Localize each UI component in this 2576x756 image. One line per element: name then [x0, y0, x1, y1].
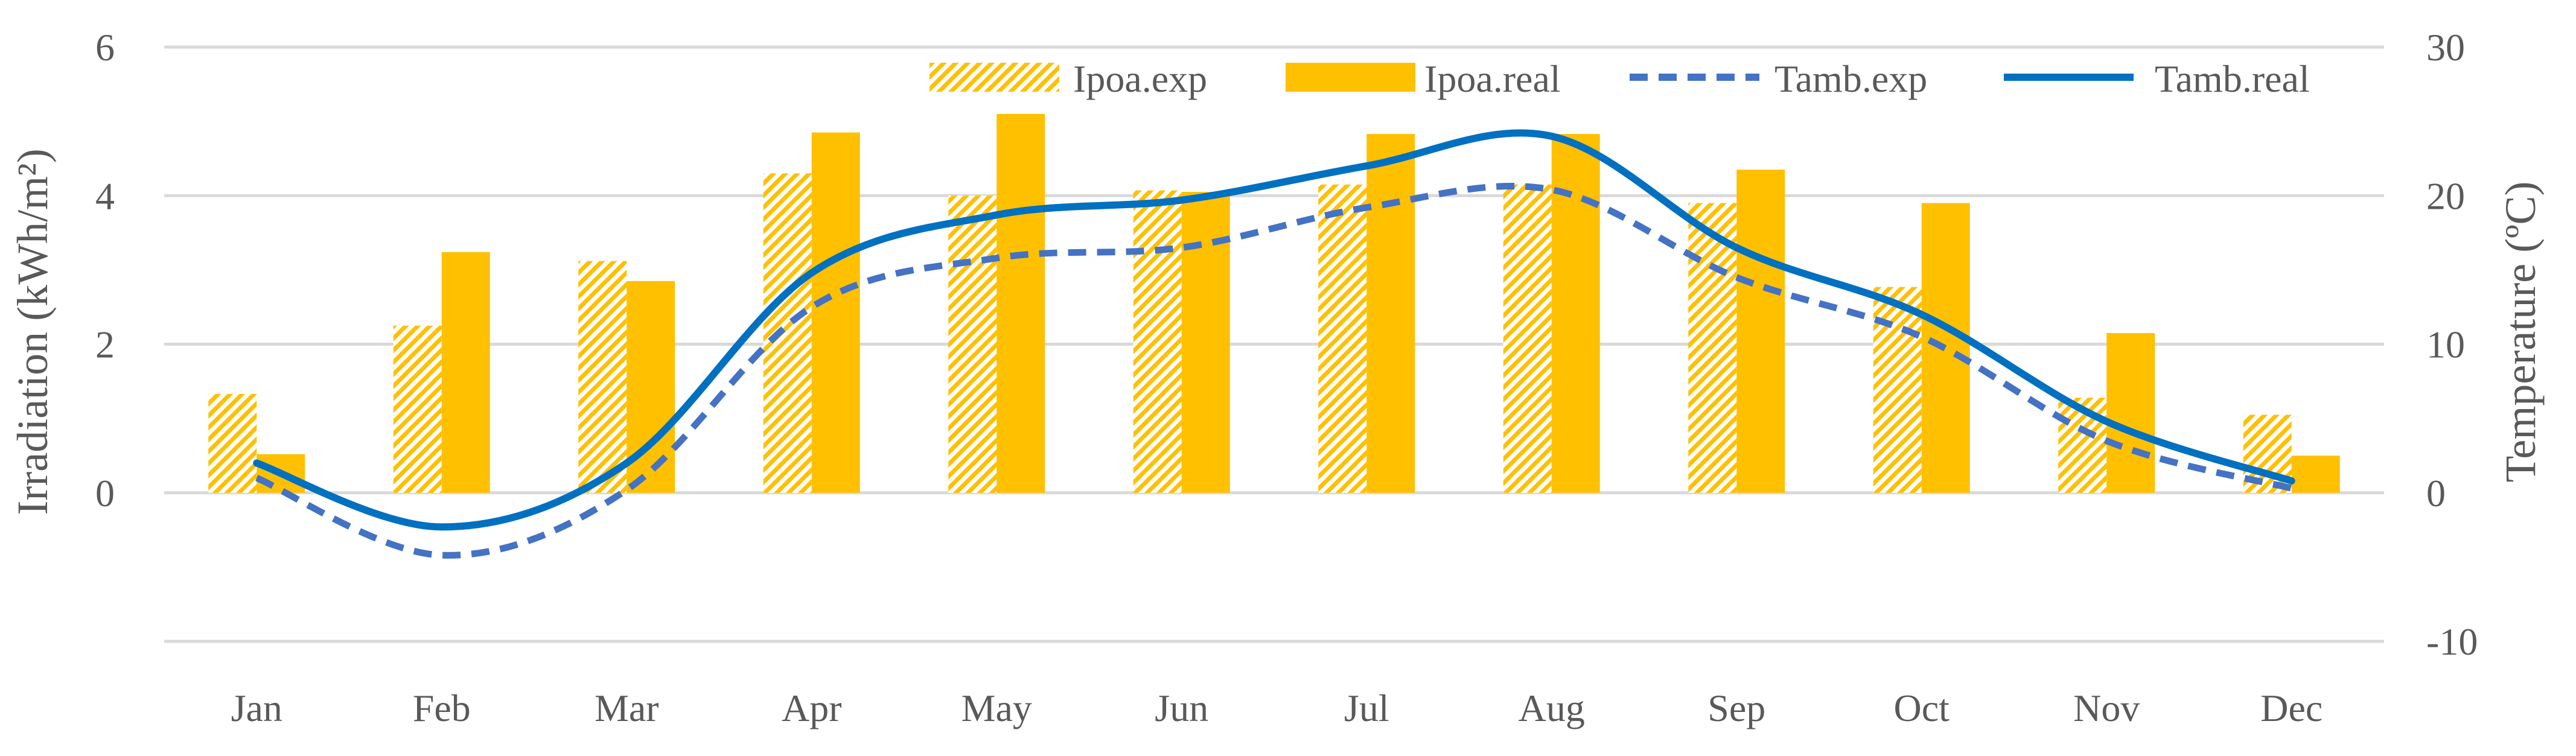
x-tick-label: Mar: [595, 687, 659, 729]
left-axis-title: Irradiation (kWh/m²): [8, 148, 57, 515]
left-tick-label: 4: [95, 174, 115, 217]
x-tick-label: Feb: [413, 687, 471, 729]
x-tick-label: Aug: [1519, 687, 1585, 729]
bar-ipoa-real: [1551, 134, 1600, 493]
line-tamb-exp: [255, 183, 2293, 559]
x-tick-label: Apr: [782, 687, 842, 729]
x-tick-label: Dec: [2260, 687, 2323, 729]
bar-ipoa-real: [811, 132, 860, 493]
left-tick-label: 6: [95, 26, 115, 69]
left-tick-label: 0: [95, 472, 115, 515]
legend-label: Tamb.exp: [1774, 57, 1927, 100]
bar-ipoa-real: [1366, 134, 1415, 493]
bar-ipoa-real: [1921, 203, 1970, 493]
right-tick-label: -10: [2426, 620, 2478, 663]
bar-ipoa-real: [1736, 170, 1785, 493]
x-tick-label: Jan: [231, 687, 282, 729]
bar-ipoa-real: [996, 113, 1045, 493]
bar-ipoa-exp: [578, 261, 627, 493]
gridlines: [164, 45, 2384, 643]
bar-ipoa-exp: [393, 325, 442, 493]
x-tick-label: Nov: [2073, 687, 2140, 729]
x-tick-label: Jul: [1344, 687, 1389, 729]
right-axis-title: Temperature (ºC): [2496, 181, 2545, 482]
x-tick-label: May: [961, 687, 1032, 729]
legend-swatch: [1286, 63, 1415, 92]
temperature-lines: [253, 129, 2295, 559]
right-tick-label: 0: [2426, 472, 2446, 515]
bar-ipoa-exp: [763, 173, 812, 493]
bar-ipoa-exp: [208, 393, 257, 493]
line-tamb-real: [253, 129, 2295, 531]
bar-ipoa-exp: [948, 195, 997, 493]
x-tick-label: Sep: [1707, 687, 1765, 729]
right-tick-label: 20: [2426, 174, 2465, 217]
bar-ipoa-exp: [1133, 190, 1182, 493]
right-tick-label: 10: [2426, 323, 2465, 366]
legend-label: Ipoa.exp: [1073, 57, 1207, 100]
bar-ipoa-exp: [1503, 184, 1552, 493]
left-tick-label: 2: [95, 323, 115, 366]
bar-ipoa-real: [2106, 333, 2155, 493]
x-tick-label: Oct: [1894, 687, 1950, 729]
legend-label: Ipoa.real: [1424, 57, 1561, 100]
legend: Ipoa.exp Ipoa.real Tamb.exp Tamb.real: [929, 57, 2310, 100]
bar-ipoa-exp: [1688, 203, 1737, 493]
x-axis-ticks: Jan Feb Mar Apr May Jun Jul Aug Sep Oct Nov Dec: [231, 687, 2323, 729]
bar-ipoa-real: [2291, 456, 2340, 493]
left-axis-ticks: 0 2 4 6: [95, 26, 115, 515]
legend-swatch: [929, 63, 1059, 92]
bar-ipoa-real: [441, 252, 490, 493]
right-tick-label: 30: [2426, 26, 2465, 69]
x-tick-label: Jun: [1155, 687, 1208, 729]
right-axis-ticks: -10 0 10 20 30: [2426, 26, 2478, 663]
legend-label: Tamb.real: [2155, 57, 2310, 100]
bar-ipoa-exp: [1318, 184, 1367, 493]
bars: [208, 113, 2340, 493]
